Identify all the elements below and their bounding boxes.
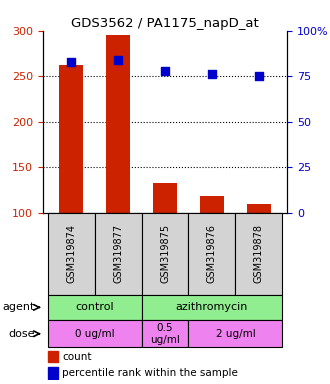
FancyBboxPatch shape: [142, 320, 188, 348]
Point: [115, 57, 121, 63]
Bar: [48, 367, 57, 379]
FancyBboxPatch shape: [188, 320, 282, 348]
Text: agent: agent: [2, 302, 34, 312]
Point: [68, 59, 74, 65]
Point: [162, 68, 168, 74]
Text: GSM319878: GSM319878: [254, 224, 264, 283]
FancyBboxPatch shape: [142, 295, 282, 320]
FancyBboxPatch shape: [48, 213, 95, 295]
FancyBboxPatch shape: [142, 213, 188, 295]
Text: percentile rank within the sample: percentile rank within the sample: [62, 368, 238, 378]
Point: [209, 71, 214, 78]
Bar: [153, 183, 177, 213]
Text: 0 ug/ml: 0 ug/ml: [75, 329, 115, 339]
FancyBboxPatch shape: [235, 213, 282, 295]
Text: GSM319875: GSM319875: [160, 224, 170, 283]
FancyBboxPatch shape: [188, 213, 235, 295]
Text: GSM319877: GSM319877: [113, 224, 123, 283]
FancyBboxPatch shape: [95, 213, 142, 295]
Text: 2 ug/ml: 2 ug/ml: [215, 329, 255, 339]
Text: dose: dose: [8, 329, 34, 339]
Bar: [48, 351, 57, 362]
Text: azithromycin: azithromycin: [176, 302, 248, 312]
FancyBboxPatch shape: [48, 295, 142, 320]
Text: count: count: [62, 352, 92, 362]
Point: [256, 73, 262, 79]
Bar: [59, 65, 83, 213]
Text: 0.5
ug/ml: 0.5 ug/ml: [150, 323, 180, 344]
FancyBboxPatch shape: [48, 320, 142, 348]
Text: GDS3562 / PA1175_napD_at: GDS3562 / PA1175_napD_at: [71, 17, 259, 30]
Text: control: control: [75, 302, 114, 312]
Bar: [200, 196, 224, 213]
Text: GSM319874: GSM319874: [66, 224, 76, 283]
Bar: [247, 204, 271, 213]
Text: GSM319876: GSM319876: [207, 224, 217, 283]
Bar: [106, 35, 130, 213]
